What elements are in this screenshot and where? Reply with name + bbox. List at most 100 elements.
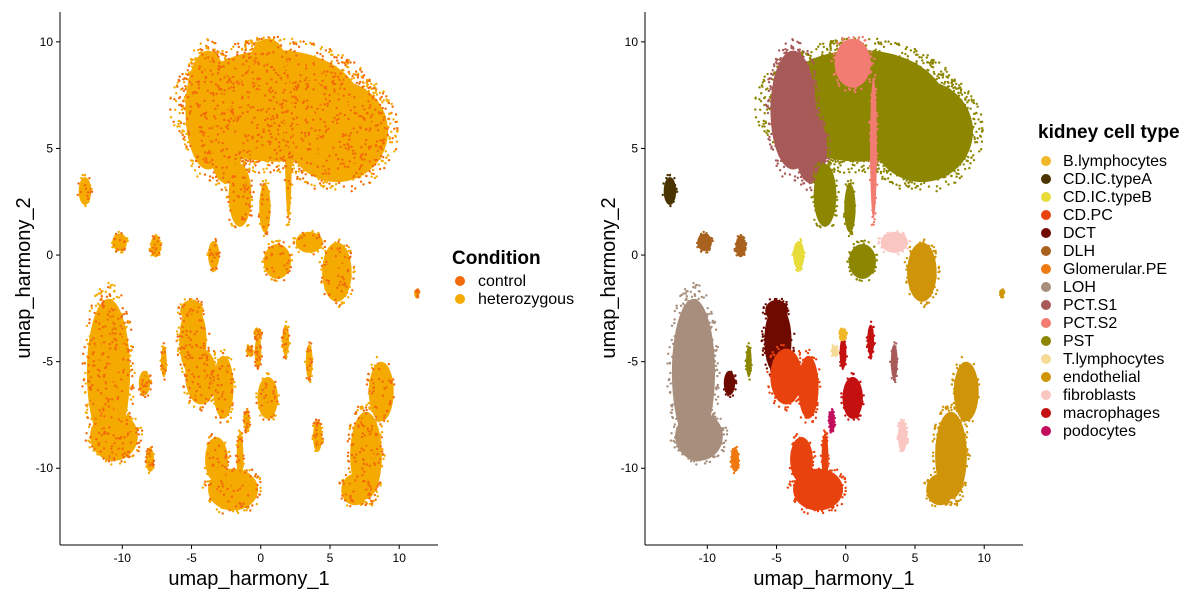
- point-heterozygous: [130, 448, 134, 451]
- point-heterozygous: [235, 69, 238, 72]
- point-control: [209, 92, 212, 95]
- point-heterozygous: [207, 251, 210, 254]
- point-control: [188, 353, 191, 357]
- point-heterozygous: [212, 84, 215, 88]
- point-heterozygous: [328, 105, 331, 109]
- point-control: [178, 334, 181, 338]
- point-control: [352, 277, 355, 280]
- point-heterozygous: [242, 60, 245, 63]
- point-control: [344, 146, 347, 150]
- point-control: [343, 113, 347, 117]
- point-heterozygous: [318, 133, 321, 136]
- point-control: [379, 145, 383, 148]
- point-control: [341, 82, 344, 85]
- point-heterozygous: [128, 393, 132, 396]
- point-control: [369, 127, 372, 130]
- point-heterozygous: [320, 98, 323, 101]
- point-heterozygous: [371, 434, 375, 438]
- point-heterozygous: [265, 252, 268, 256]
- point-heterozygous: [334, 110, 338, 114]
- point-heterozygous: [153, 252, 157, 256]
- point-heterozygous: [240, 68, 243, 71]
- point-heterozygous: [349, 249, 352, 253]
- point-heterozygous: [105, 439, 109, 442]
- point-control: [250, 184, 253, 187]
- point-control: [297, 45, 301, 49]
- point-control: [187, 369, 191, 372]
- point-control: [323, 239, 327, 243]
- point-control: [269, 171, 272, 174]
- point-control: [119, 324, 122, 328]
- point-heterozygous: [117, 230, 120, 234]
- point-control: [291, 122, 294, 125]
- point-heterozygous: [274, 252, 278, 256]
- point-control: [216, 72, 220, 75]
- point-control: [371, 113, 374, 116]
- point-control: [150, 250, 154, 253]
- point-heterozygous: [129, 349, 133, 352]
- point-heterozygous: [352, 426, 355, 429]
- point-control: [189, 105, 192, 108]
- point-heterozygous: [89, 364, 92, 368]
- point-control: [361, 458, 365, 461]
- point-heterozygous: [356, 408, 359, 412]
- point-heterozygous: [379, 484, 382, 487]
- point-control: [203, 369, 206, 372]
- point-heterozygous: [282, 37, 286, 41]
- point-control: [224, 466, 227, 469]
- point-heterozygous: [257, 127, 261, 130]
- point-control: [267, 246, 271, 249]
- point-heterozygous: [236, 192, 240, 195]
- point-heterozygous: [263, 156, 267, 160]
- point-heterozygous: [272, 261, 276, 264]
- point-control: [294, 85, 297, 88]
- point-heterozygous: [382, 133, 386, 137]
- point-control: [316, 165, 319, 169]
- point-heterozygous: [337, 277, 340, 280]
- point-control: [230, 391, 234, 394]
- point-heterozygous: [185, 132, 188, 136]
- point-heterozygous: [109, 286, 112, 289]
- point-heterozygous: [221, 106, 225, 109]
- point-control: [277, 124, 280, 127]
- point-control: [198, 65, 202, 68]
- point-control: [313, 73, 316, 76]
- point-control: [219, 421, 222, 424]
- point-heterozygous: [263, 266, 266, 269]
- point-control: [300, 157, 303, 160]
- point-heterozygous: [257, 401, 261, 404]
- point-heterozygous: [206, 131, 210, 134]
- point-control: [265, 273, 268, 276]
- point-heterozygous: [239, 135, 243, 138]
- point-heterozygous: [321, 247, 325, 250]
- point-heterozygous: [229, 403, 232, 406]
- point-control: [349, 109, 353, 112]
- point-control: [380, 147, 384, 151]
- point-control: [265, 230, 269, 234]
- point-heterozygous: [88, 446, 91, 449]
- point-heterozygous: [195, 393, 199, 397]
- point-heterozygous: [276, 134, 279, 137]
- point-control: [297, 63, 300, 66]
- point-heterozygous: [309, 138, 312, 142]
- point-heterozygous: [355, 427, 358, 431]
- point-heterozygous: [262, 36, 265, 39]
- point-control: [92, 336, 95, 340]
- point-control: [320, 179, 323, 182]
- point-control: [200, 393, 203, 397]
- point-control: [371, 164, 375, 168]
- point-control: [104, 402, 107, 406]
- point-control: [227, 200, 230, 204]
- point-heterozygous: [337, 91, 341, 94]
- point-heterozygous: [276, 240, 279, 243]
- point-heterozygous: [335, 269, 338, 272]
- point-control: [251, 504, 254, 507]
- point-heterozygous: [381, 399, 385, 403]
- point-control: [253, 116, 256, 119]
- point-heterozygous: [116, 234, 119, 238]
- point-heterozygous: [218, 104, 222, 108]
- point-heterozygous: [269, 393, 272, 396]
- point-heterozygous: [287, 220, 291, 224]
- point-control: [367, 372, 370, 376]
- point-control: [299, 80, 302, 83]
